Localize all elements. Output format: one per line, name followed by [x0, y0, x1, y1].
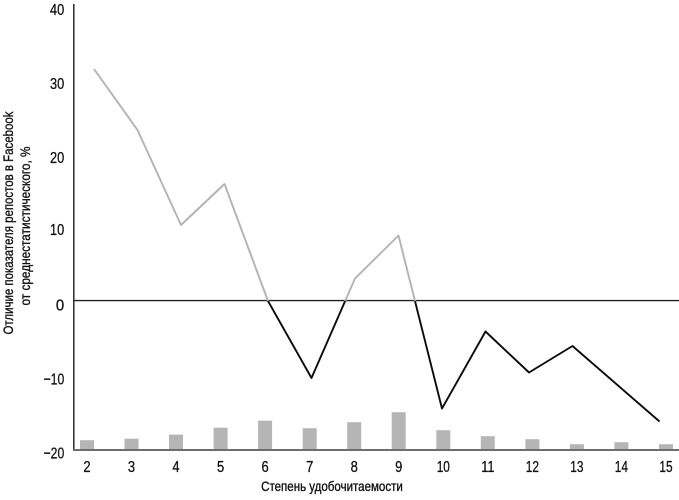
svg-text:8: 8 [351, 459, 358, 476]
svg-text:5: 5 [217, 459, 224, 476]
svg-text:4: 4 [172, 459, 179, 476]
svg-text:Степень удобочитаемости: Степень удобочитаемости [261, 478, 403, 494]
svg-text:6: 6 [262, 459, 269, 476]
svg-text:13: 13 [570, 459, 583, 476]
svg-text:3: 3 [128, 459, 135, 476]
svg-text:10: 10 [50, 222, 64, 239]
svg-text:9: 9 [395, 459, 402, 476]
svg-text:15: 15 [659, 459, 672, 476]
svg-text:0: 0 [56, 298, 64, 315]
svg-text:2: 2 [83, 459, 90, 476]
svg-text:−20: −20 [44, 445, 65, 462]
svg-text:40: 40 [50, 2, 64, 19]
svg-text:30: 30 [50, 76, 64, 93]
svg-text:14: 14 [615, 459, 628, 476]
svg-text:12: 12 [526, 459, 539, 476]
svg-text:11: 11 [481, 459, 494, 476]
svg-text:10: 10 [437, 459, 450, 476]
svg-text:20: 20 [50, 150, 64, 167]
svg-text:Отличие показателя репостов в: Отличие показателя репостов в Facebook [0, 111, 16, 335]
svg-text:7: 7 [306, 459, 313, 476]
svg-text:−10: −10 [44, 371, 65, 388]
svg-text:от среднестатистического, %: от среднестатистического, % [17, 147, 33, 306]
